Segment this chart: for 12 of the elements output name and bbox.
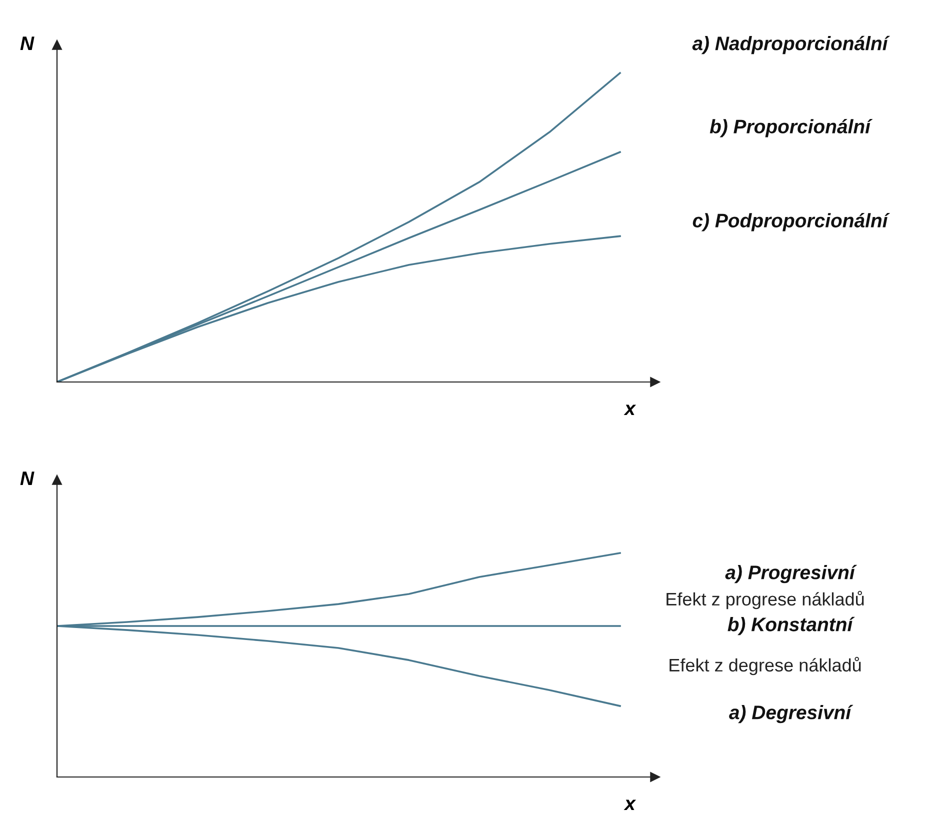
text: c) Podproporcionální (692, 213, 890, 232)
x-axis-title: x (624, 800, 636, 810)
text: a) Nadproporcionální (692, 36, 890, 54)
text: a) Degresivní (729, 704, 854, 724)
y-axis-title: N (20, 472, 34, 486)
text: Efekt z progrese nákladů (666, 590, 864, 610)
text: b) Konstantní (728, 616, 855, 636)
x-axis-title: x (624, 404, 636, 416)
text: a) Progresivní (725, 564, 857, 584)
y-axis-title: N (20, 36, 34, 50)
text: b) Proporcionální (710, 118, 873, 138)
text: Efekt z degrese nákladů (670, 656, 861, 676)
